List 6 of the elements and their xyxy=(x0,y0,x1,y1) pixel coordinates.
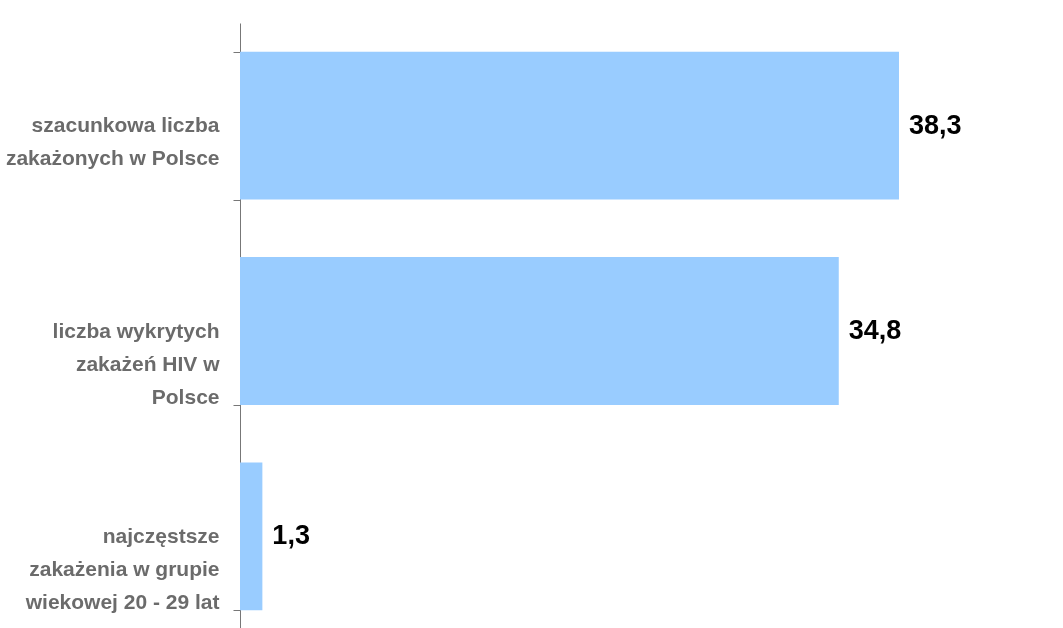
y-tick-label: szacunkowa liczba zakażonych w Polsce xyxy=(5,113,220,170)
data-label: 1,3 xyxy=(272,520,310,551)
data-label: 34,8 xyxy=(848,315,902,345)
y-tick-label: liczba wykrytych zakażeń HIV w Polsce xyxy=(52,318,221,408)
y-tick-label: najczęstsze zakażenia w grupie wiekowej 20 - 29 lat xyxy=(24,523,220,613)
data-label: 38,3 xyxy=(908,109,962,140)
